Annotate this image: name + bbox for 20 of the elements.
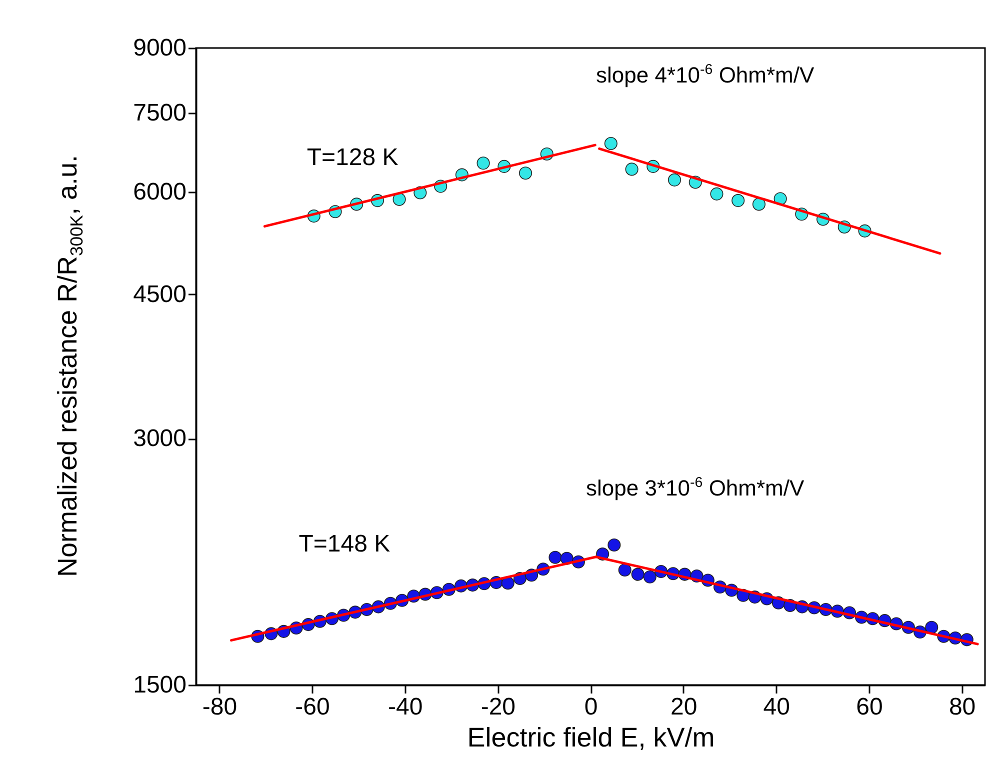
y-tick-label: 1500 bbox=[133, 672, 186, 698]
x-tick-label: 40 bbox=[763, 694, 790, 720]
y-tick-label: 6000 bbox=[133, 178, 186, 206]
x-tick-label: -40 bbox=[388, 694, 423, 720]
y-tick-label: 4500 bbox=[133, 280, 186, 308]
x-axis-title: Electric field E, kV/m bbox=[467, 722, 715, 752]
y-tick-label: 3000 bbox=[133, 425, 186, 452]
annotation: slope 3*10$^{-6}$ Ohm*m/V bbox=[586, 475, 804, 502]
x-tick-label: 20 bbox=[670, 694, 698, 720]
annotation: slope 4*10$^{-6}$ Ohm*m/V bbox=[596, 62, 814, 88]
x-tick-label: -60 bbox=[295, 694, 330, 720]
series-label: T=148 K bbox=[298, 530, 390, 558]
x-tick-label: 60 bbox=[856, 694, 883, 720]
x-tick-label: 0 bbox=[584, 694, 598, 720]
x-tick-label: -80 bbox=[202, 694, 238, 720]
series-label: T=128 K bbox=[306, 144, 398, 172]
y-tick-label: 7500 bbox=[133, 99, 186, 126]
y-tick-label: 9000 bbox=[133, 34, 186, 62]
x-tick-label: -20 bbox=[480, 694, 516, 720]
x-tick-label: 80 bbox=[948, 694, 976, 720]
